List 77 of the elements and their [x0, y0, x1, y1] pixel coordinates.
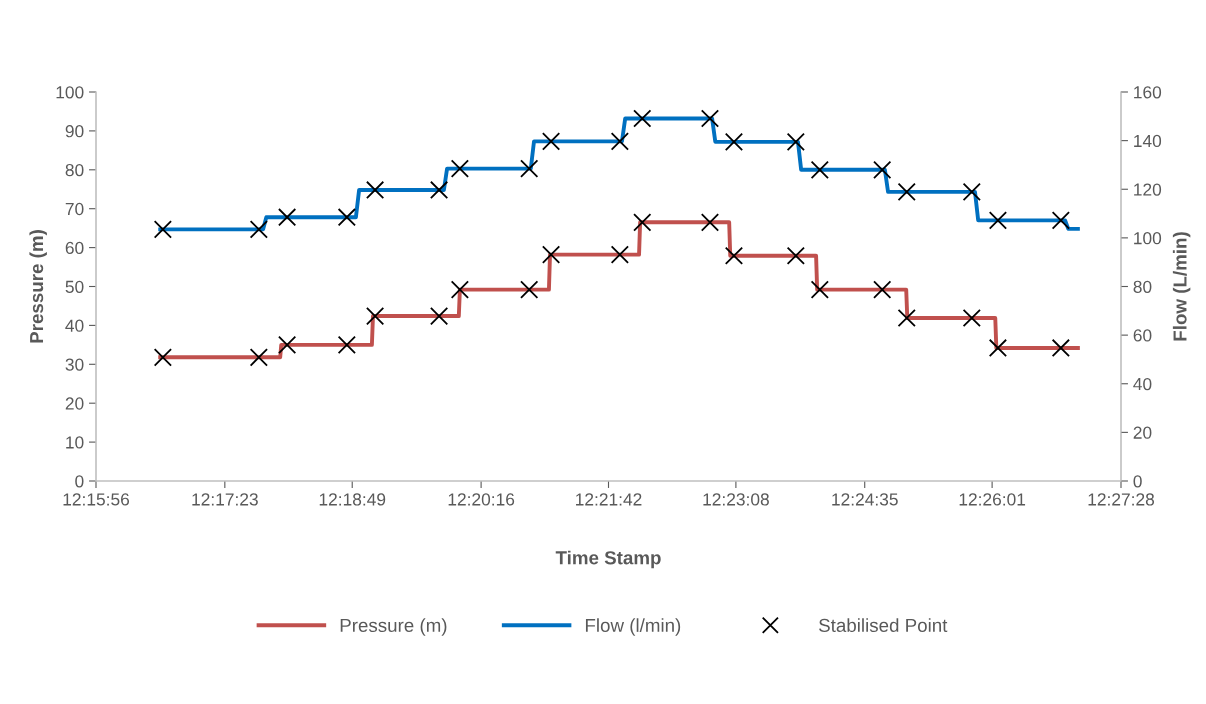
point	[962, 182, 981, 202]
point	[153, 220, 172, 239]
point	[337, 208, 356, 227]
point	[365, 306, 385, 326]
y2-tick-label: 80	[1133, 280, 1152, 293]
y2-tick-label: 60	[1133, 329, 1152, 342]
point	[786, 132, 805, 151]
point	[897, 182, 916, 202]
point	[633, 213, 652, 232]
y-axis-title: Pressure (m)	[29, 230, 47, 343]
point	[429, 306, 449, 326]
y-tick-label: 70	[65, 202, 84, 216]
point	[988, 338, 1008, 358]
y-tick-label: 0	[75, 475, 84, 488]
point	[633, 109, 652, 128]
y-tick-label: 10	[66, 436, 84, 449]
y2-tick-label: 100	[1134, 232, 1162, 245]
point	[450, 159, 470, 178]
y-tick-label: 100	[56, 86, 84, 99]
point	[724, 246, 744, 265]
point	[1051, 211, 1070, 230]
point	[700, 213, 720, 232]
line-series	[158, 116, 1080, 232]
y2-tick-label: 140	[1134, 134, 1162, 148]
y2-tick-label: 120	[1134, 183, 1162, 196]
point	[724, 132, 744, 151]
x-tick-label: 12:20:16	[448, 493, 515, 506]
x-tick-label: 12:15:56	[63, 493, 130, 506]
y2-axis-title: Flow (L/min)	[1172, 232, 1191, 341]
point	[897, 308, 916, 328]
point	[520, 159, 539, 178]
y-tick-label: 50	[65, 280, 84, 293]
point	[429, 180, 449, 200]
point	[249, 348, 268, 367]
x-tick-label: 12:27:28	[1088, 493, 1155, 506]
point	[873, 160, 892, 179]
point	[277, 335, 297, 354]
y2-tick-label: 40	[1133, 377, 1152, 391]
point	[365, 180, 385, 200]
point	[249, 220, 268, 239]
x-tick-label: 12:17:23	[192, 493, 258, 506]
y-tick-label: 90	[65, 125, 84, 138]
point	[450, 280, 470, 299]
y-tick-label: 20	[65, 397, 84, 410]
point	[541, 132, 561, 151]
y2-tick-label: 0	[1133, 475, 1142, 488]
y2-tick-label: 160	[1134, 86, 1162, 99]
point	[700, 109, 720, 128]
y2-tick-label: 20	[1133, 426, 1152, 439]
legend-label: Pressure (m)	[340, 618, 447, 636]
y-tick-label: 80	[65, 163, 84, 177]
y-tick-label: 40	[65, 319, 84, 332]
point	[610, 245, 629, 264]
y-tick-label: 30	[65, 358, 84, 371]
point	[1051, 338, 1070, 358]
point	[277, 208, 297, 227]
legend-label: Stabilised Point	[819, 618, 948, 633]
point	[610, 132, 629, 151]
x-axis-title: Time Stamp	[555, 550, 661, 569]
point	[810, 280, 829, 299]
point	[786, 246, 805, 265]
point	[153, 348, 172, 367]
point	[337, 335, 356, 354]
point	[988, 211, 1008, 230]
legend-label: Flow (l/min)	[585, 618, 681, 636]
point	[962, 308, 981, 328]
point	[520, 280, 539, 299]
x-tick-label: 12:24:35	[832, 493, 898, 506]
line-series	[158, 220, 1080, 360]
point	[810, 160, 829, 179]
x-tick-label: 12:21:42	[576, 493, 642, 506]
point	[873, 280, 892, 299]
y-tick-label: 60	[65, 241, 84, 255]
x-tick-label: 12:26:01	[959, 493, 1026, 506]
x-tick-label: 12:18:49	[319, 493, 386, 506]
point	[541, 245, 561, 264]
x-tick-label: 12:23:08	[703, 493, 769, 506]
